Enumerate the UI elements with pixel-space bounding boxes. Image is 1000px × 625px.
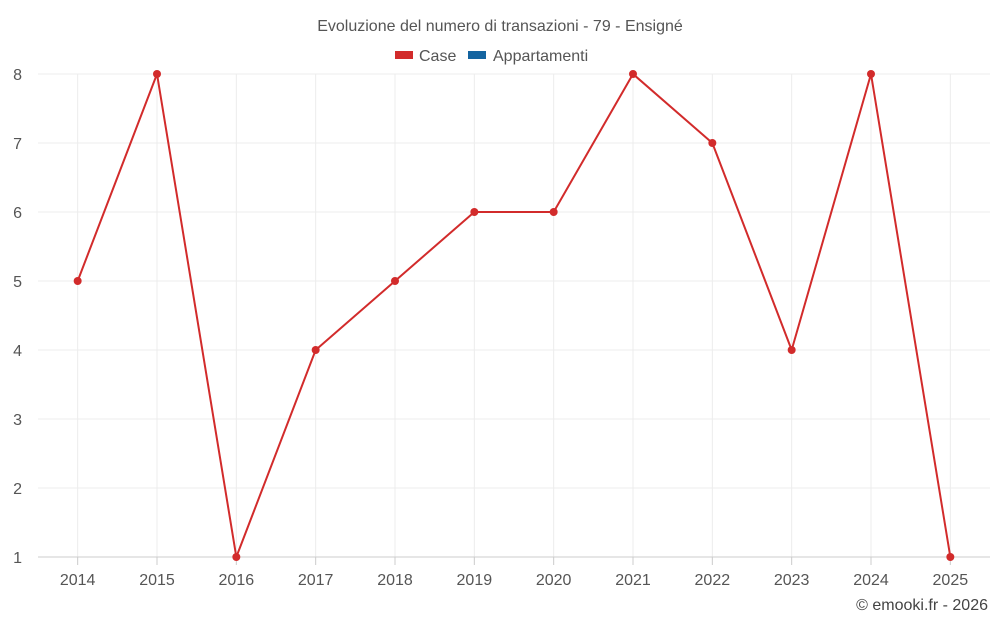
data-point-2022[interactable] <box>708 139 717 147</box>
y-tick-label: 7 <box>13 136 22 153</box>
grid <box>38 73 990 557</box>
data-point-2018[interactable] <box>391 277 399 285</box>
data-point-2020[interactable] <box>549 208 558 216</box>
y-tick-label: 5 <box>13 274 22 291</box>
x-tick-label: 2025 <box>933 572 969 589</box>
x-tick-label: 2023 <box>774 572 810 589</box>
data-point-2019[interactable] <box>470 208 479 216</box>
data-point-2021[interactable] <box>629 70 637 78</box>
legend-swatch-appartamenti <box>468 51 486 59</box>
y-tick-label: 1 <box>13 550 22 567</box>
axes: 1 2 3 4 5 6 7 8 2014 2015 2016 2017 2018 2019 2020 2021… <box>13 67 990 589</box>
series <box>73 70 955 561</box>
data-point-2025[interactable] <box>946 553 955 561</box>
credit-text: © emooki.fr - 2026 <box>856 597 988 614</box>
x-tick-label: 2021 <box>615 572 651 589</box>
y-tick-label: 2 <box>13 481 22 498</box>
series-line-case <box>76 73 952 558</box>
x-tick-label: 2016 <box>219 572 255 589</box>
x-tick-label: 2022 <box>695 572 731 589</box>
data-point-2024[interactable] <box>867 70 875 78</box>
x-tick-label: 2018 <box>377 572 413 589</box>
legend-label-appartamenti: Appartamenti <box>493 48 588 65</box>
y-tick-label: 6 <box>13 205 22 222</box>
legend-item-case[interactable]: Case <box>395 48 456 65</box>
legend-item-appartamenti[interactable]: Appartamenti <box>468 48 588 65</box>
x-tick-label: 2020 <box>536 572 572 589</box>
y-tick-label: 4 <box>13 343 22 360</box>
chart-title: Evoluzione del numero di transazioni - 7… <box>317 18 683 35</box>
legend[interactable]: Case Appartamenti <box>395 48 588 65</box>
x-tick-label: 2014 <box>60 572 96 589</box>
data-point-2015[interactable] <box>153 70 161 78</box>
data-point-2014[interactable] <box>73 277 82 285</box>
data-point-2023[interactable] <box>787 346 796 354</box>
data-point-2017[interactable] <box>311 346 320 354</box>
data-point-2016[interactable] <box>232 553 241 561</box>
legend-swatch-case <box>395 51 413 59</box>
x-tick-label: 2019 <box>457 572 493 589</box>
y-tick-label: 8 <box>13 67 22 84</box>
x-tick-label: 2024 <box>853 572 889 589</box>
y-tick-label: 3 <box>13 412 22 429</box>
x-tick-label: 2015 <box>139 572 175 589</box>
x-tick-label: 2017 <box>298 572 334 589</box>
legend-label-case: Case <box>419 48 456 65</box>
